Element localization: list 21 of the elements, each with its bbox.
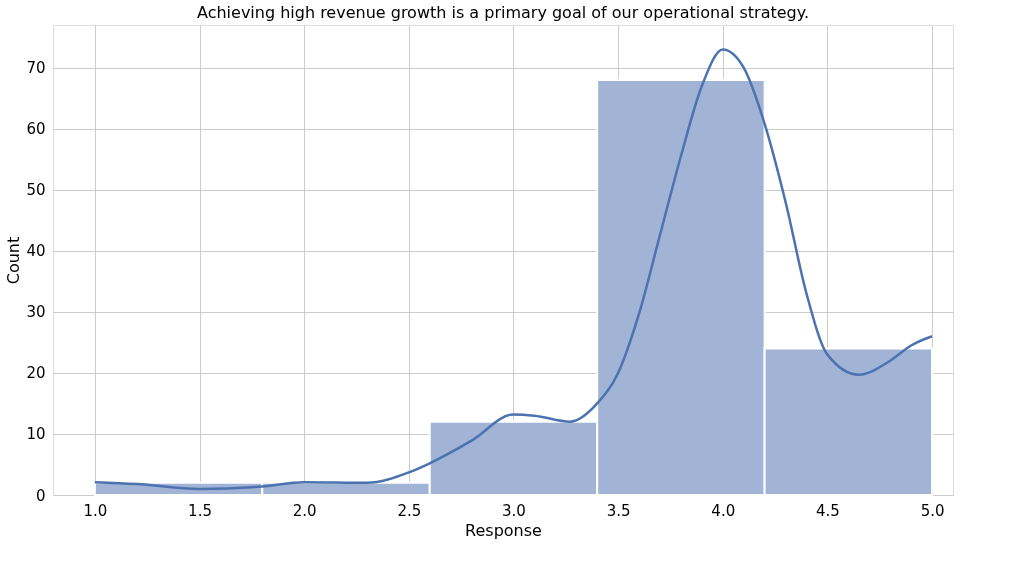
- x-tick-label: 1.5: [188, 501, 212, 520]
- x-tick-label: 4.0: [711, 501, 736, 520]
- x-tick-label: 2.5: [397, 501, 422, 520]
- x-tick-label: 3.5: [606, 501, 631, 520]
- x-tick-label: 2.0: [292, 501, 317, 520]
- line-series: [93, 48, 934, 491]
- y-tick-label: 10: [26, 425, 46, 444]
- y-axis-title: Count: [4, 236, 24, 285]
- chart-title: Achieving high revenue growth is a primary goal of our operational strategy.: [196, 3, 810, 22]
- y-tick-label: 20: [26, 364, 46, 383]
- y-tick-label: 0: [35, 486, 46, 505]
- x-tick-label: 3.0: [502, 501, 526, 520]
- y-tick-label: 60: [26, 120, 46, 139]
- y-tick-label: 30: [26, 303, 46, 322]
- y-tick-label: 50: [26, 181, 46, 200]
- y-tick-label: 40: [26, 242, 46, 261]
- x-tick-label: 5.0: [920, 501, 945, 520]
- x-axis-title: Response: [465, 520, 542, 540]
- x-tick-label: 1.0: [83, 501, 108, 520]
- x-tick-label: 4.5: [815, 501, 840, 520]
- y-tick-label: 70: [26, 59, 46, 78]
